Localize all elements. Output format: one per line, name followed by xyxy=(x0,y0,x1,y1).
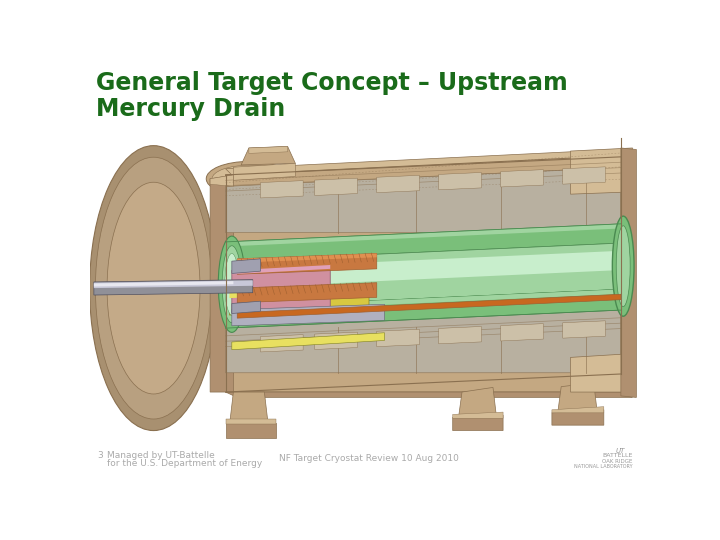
Polygon shape xyxy=(94,280,253,288)
Polygon shape xyxy=(238,283,377,303)
Polygon shape xyxy=(232,304,384,326)
Polygon shape xyxy=(458,387,497,421)
Text: UT: UT xyxy=(616,448,625,454)
Text: OAK RIDGE: OAK RIDGE xyxy=(602,459,632,464)
Polygon shape xyxy=(225,392,632,397)
Ellipse shape xyxy=(612,216,634,316)
Polygon shape xyxy=(563,321,606,338)
Ellipse shape xyxy=(218,236,246,333)
Polygon shape xyxy=(453,412,503,418)
Polygon shape xyxy=(238,253,377,262)
Polygon shape xyxy=(232,265,330,274)
Polygon shape xyxy=(225,289,621,328)
Polygon shape xyxy=(225,224,621,261)
Polygon shape xyxy=(232,333,384,350)
Polygon shape xyxy=(500,170,544,187)
Polygon shape xyxy=(453,415,503,430)
Polygon shape xyxy=(232,301,261,314)
Polygon shape xyxy=(261,335,303,352)
Polygon shape xyxy=(500,323,544,341)
Polygon shape xyxy=(232,259,261,273)
Polygon shape xyxy=(210,175,233,186)
Polygon shape xyxy=(225,307,621,373)
Polygon shape xyxy=(232,265,330,313)
Text: for the U.S. Department of Energy: for the U.S. Department of Energy xyxy=(107,459,262,468)
Polygon shape xyxy=(225,224,621,247)
Polygon shape xyxy=(225,251,621,288)
Polygon shape xyxy=(241,146,295,165)
Polygon shape xyxy=(225,167,621,233)
Polygon shape xyxy=(210,175,233,392)
Polygon shape xyxy=(438,172,482,190)
Ellipse shape xyxy=(107,182,200,394)
Ellipse shape xyxy=(206,161,292,196)
Polygon shape xyxy=(225,289,621,312)
Polygon shape xyxy=(233,164,295,180)
Polygon shape xyxy=(249,146,287,153)
Polygon shape xyxy=(225,150,632,177)
Ellipse shape xyxy=(96,157,212,419)
Polygon shape xyxy=(438,327,482,344)
Polygon shape xyxy=(230,392,269,425)
Text: General Target Concept – Upstream
Mercury Drain: General Target Concept – Upstream Mercur… xyxy=(96,71,568,121)
Ellipse shape xyxy=(212,165,286,192)
Polygon shape xyxy=(315,332,357,349)
Polygon shape xyxy=(552,410,604,425)
Ellipse shape xyxy=(616,226,630,307)
Polygon shape xyxy=(225,423,276,438)
Text: NATIONAL LABORATORY: NATIONAL LABORATORY xyxy=(574,464,632,469)
Polygon shape xyxy=(230,287,369,315)
Text: 3: 3 xyxy=(98,451,104,460)
Polygon shape xyxy=(238,253,377,274)
Ellipse shape xyxy=(225,253,239,315)
Polygon shape xyxy=(94,280,253,295)
Polygon shape xyxy=(552,407,604,413)
Ellipse shape xyxy=(89,146,217,430)
Text: BATTELLE: BATTELLE xyxy=(602,453,632,458)
Polygon shape xyxy=(315,178,357,195)
Text: Managed by UT-Battelle: Managed by UT-Battelle xyxy=(107,451,215,460)
Polygon shape xyxy=(621,148,636,397)
Polygon shape xyxy=(557,383,598,416)
Text: NF Target Cryostat Review 10 Aug 2010: NF Target Cryostat Review 10 Aug 2010 xyxy=(279,455,459,463)
Polygon shape xyxy=(225,419,276,423)
Polygon shape xyxy=(570,354,632,392)
Polygon shape xyxy=(225,156,621,392)
Ellipse shape xyxy=(222,246,241,323)
Polygon shape xyxy=(570,148,632,194)
Polygon shape xyxy=(563,167,606,184)
Polygon shape xyxy=(210,166,292,184)
Polygon shape xyxy=(225,243,621,307)
Polygon shape xyxy=(377,329,419,347)
Polygon shape xyxy=(261,181,303,198)
Polygon shape xyxy=(94,281,233,287)
Polygon shape xyxy=(377,176,419,193)
Polygon shape xyxy=(230,287,369,298)
Polygon shape xyxy=(238,294,621,318)
